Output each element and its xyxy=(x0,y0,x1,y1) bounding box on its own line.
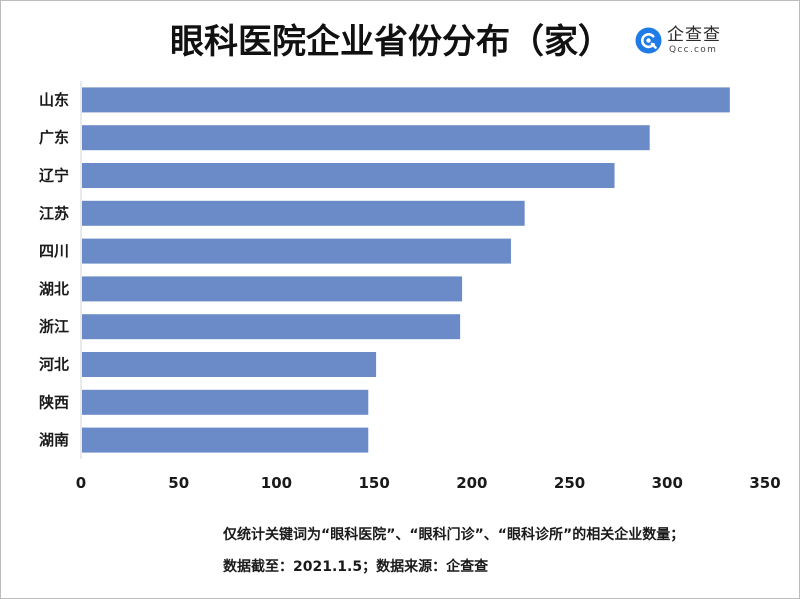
logo-name: 企查查 xyxy=(667,25,721,45)
x-tick-label: 350 xyxy=(749,474,780,492)
category-label: 广东 xyxy=(39,129,69,147)
brand-logo: 企查查 Qcc.com xyxy=(635,25,735,57)
footnote-scope: 仅统计关键词为“眼科医院”、“眼科门诊”、“眼科诊所”的相关企业数量； xyxy=(223,527,685,543)
category-label: 陕西 xyxy=(39,393,69,411)
x-tick-label: 100 xyxy=(261,474,292,492)
bar xyxy=(82,87,730,113)
x-tick-labels: 0 50 100 150 200 250 300 350 xyxy=(76,474,781,492)
category-label: 山东 xyxy=(39,91,69,109)
bar xyxy=(82,200,525,226)
qcc-q-logo-icon xyxy=(635,27,662,54)
bar xyxy=(82,427,369,453)
x-tick-label: 200 xyxy=(456,474,487,492)
bar xyxy=(82,163,615,188)
category-label: 四川 xyxy=(39,242,69,260)
x-tick-label: 50 xyxy=(168,474,189,492)
logo-domain: Qcc.com xyxy=(669,45,718,55)
x-tick-label: 250 xyxy=(554,474,585,492)
bar xyxy=(82,352,377,377)
category-label: 河北 xyxy=(39,356,69,374)
category-label: 浙江 xyxy=(39,318,69,336)
x-tick-label: 0 xyxy=(76,474,86,492)
category-label: 湖南 xyxy=(39,431,69,449)
chart-title: 眼科医院企业省份分布（家） xyxy=(170,22,612,62)
bar xyxy=(82,314,461,340)
footnote-source: 数据截至：2021.1.5；数据来源：企查查 xyxy=(223,559,489,575)
bar xyxy=(82,125,650,151)
category-label: 辽宁 xyxy=(39,167,69,185)
bar xyxy=(82,238,511,264)
category-label: 江苏 xyxy=(39,204,69,222)
category-label: 湖北 xyxy=(39,280,69,298)
bar xyxy=(82,276,463,302)
x-tick-label: 300 xyxy=(652,474,683,492)
x-tick-label: 150 xyxy=(358,474,389,492)
bars xyxy=(82,87,730,453)
bar xyxy=(82,389,369,415)
footnotes: 仅统计关键词为“眼科医院”、“眼科门诊”、“眼科诊所”的相关企业数量； 数据截至… xyxy=(223,519,783,583)
